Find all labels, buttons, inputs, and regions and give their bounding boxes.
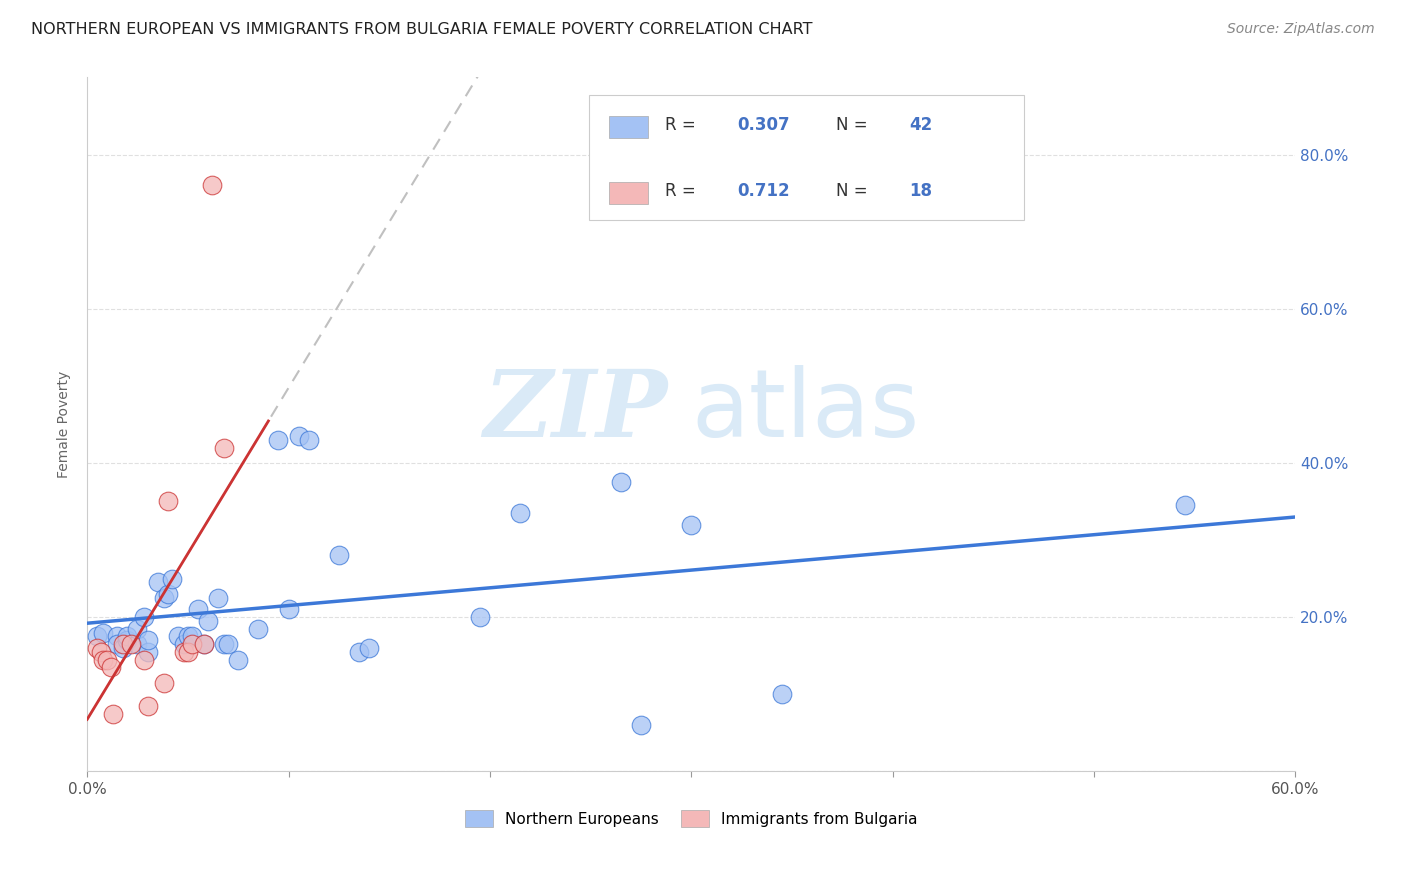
- Point: [86, 640, 108, 655]
- Point: [247, 622, 270, 636]
- Point: [100, 660, 122, 674]
- Point: [298, 433, 321, 447]
- Point: [468, 610, 491, 624]
- Point: [132, 652, 155, 666]
- Text: atlas: atlas: [692, 365, 920, 457]
- Point: [509, 506, 531, 520]
- Point: [770, 687, 793, 701]
- Point: [197, 614, 219, 628]
- Point: [610, 475, 633, 490]
- Point: [117, 633, 139, 648]
- Legend: Northern Europeans, Immigrants from Bulgaria: Northern Europeans, Immigrants from Bulg…: [458, 805, 924, 833]
- Point: [136, 633, 159, 648]
- Text: 0.307: 0.307: [737, 116, 790, 135]
- Point: [226, 652, 249, 666]
- Point: [267, 433, 290, 447]
- Point: [105, 637, 128, 651]
- Point: [180, 637, 202, 651]
- Point: [173, 637, 195, 651]
- Point: [156, 587, 179, 601]
- Point: [207, 591, 229, 605]
- Point: [177, 629, 200, 643]
- Point: [156, 494, 179, 508]
- Text: R =: R =: [665, 182, 700, 200]
- Text: N =: N =: [837, 182, 873, 200]
- Point: [166, 629, 188, 643]
- Point: [212, 637, 235, 651]
- FancyBboxPatch shape: [609, 182, 648, 203]
- Text: 0.712: 0.712: [737, 182, 790, 200]
- Point: [347, 645, 370, 659]
- Point: [105, 629, 128, 643]
- Point: [173, 645, 195, 659]
- Point: [187, 602, 209, 616]
- Point: [132, 610, 155, 624]
- Point: [217, 637, 239, 651]
- Point: [193, 637, 215, 651]
- Point: [193, 637, 215, 651]
- Point: [630, 718, 652, 732]
- Point: [681, 517, 703, 532]
- Y-axis label: Female Poverty: Female Poverty: [58, 371, 72, 478]
- Point: [120, 637, 142, 651]
- Text: 42: 42: [908, 116, 932, 135]
- Point: [146, 575, 169, 590]
- Point: [359, 640, 381, 655]
- Point: [96, 652, 118, 666]
- Text: 18: 18: [908, 182, 932, 200]
- Point: [136, 698, 159, 713]
- Point: [160, 572, 183, 586]
- Point: [177, 645, 200, 659]
- Text: N =: N =: [837, 116, 873, 135]
- FancyBboxPatch shape: [589, 95, 1024, 219]
- Point: [136, 645, 159, 659]
- Point: [117, 629, 139, 643]
- Point: [86, 629, 108, 643]
- Point: [127, 637, 149, 651]
- Text: ZIP: ZIP: [482, 366, 666, 456]
- Point: [201, 178, 224, 193]
- Point: [103, 706, 125, 721]
- Point: [180, 629, 202, 643]
- FancyBboxPatch shape: [609, 116, 648, 137]
- Point: [277, 602, 299, 616]
- Text: R =: R =: [665, 116, 700, 135]
- Point: [287, 429, 309, 443]
- Point: [112, 637, 135, 651]
- Point: [152, 675, 174, 690]
- Text: Source: ZipAtlas.com: Source: ZipAtlas.com: [1227, 22, 1375, 37]
- Point: [212, 441, 235, 455]
- Point: [1174, 499, 1197, 513]
- Point: [91, 652, 114, 666]
- Point: [152, 591, 174, 605]
- Text: NORTHERN EUROPEAN VS IMMIGRANTS FROM BULGARIA FEMALE POVERTY CORRELATION CHART: NORTHERN EUROPEAN VS IMMIGRANTS FROM BUL…: [31, 22, 813, 37]
- Point: [90, 645, 112, 659]
- Point: [91, 625, 114, 640]
- Point: [112, 640, 135, 655]
- Point: [127, 622, 149, 636]
- Point: [328, 549, 350, 563]
